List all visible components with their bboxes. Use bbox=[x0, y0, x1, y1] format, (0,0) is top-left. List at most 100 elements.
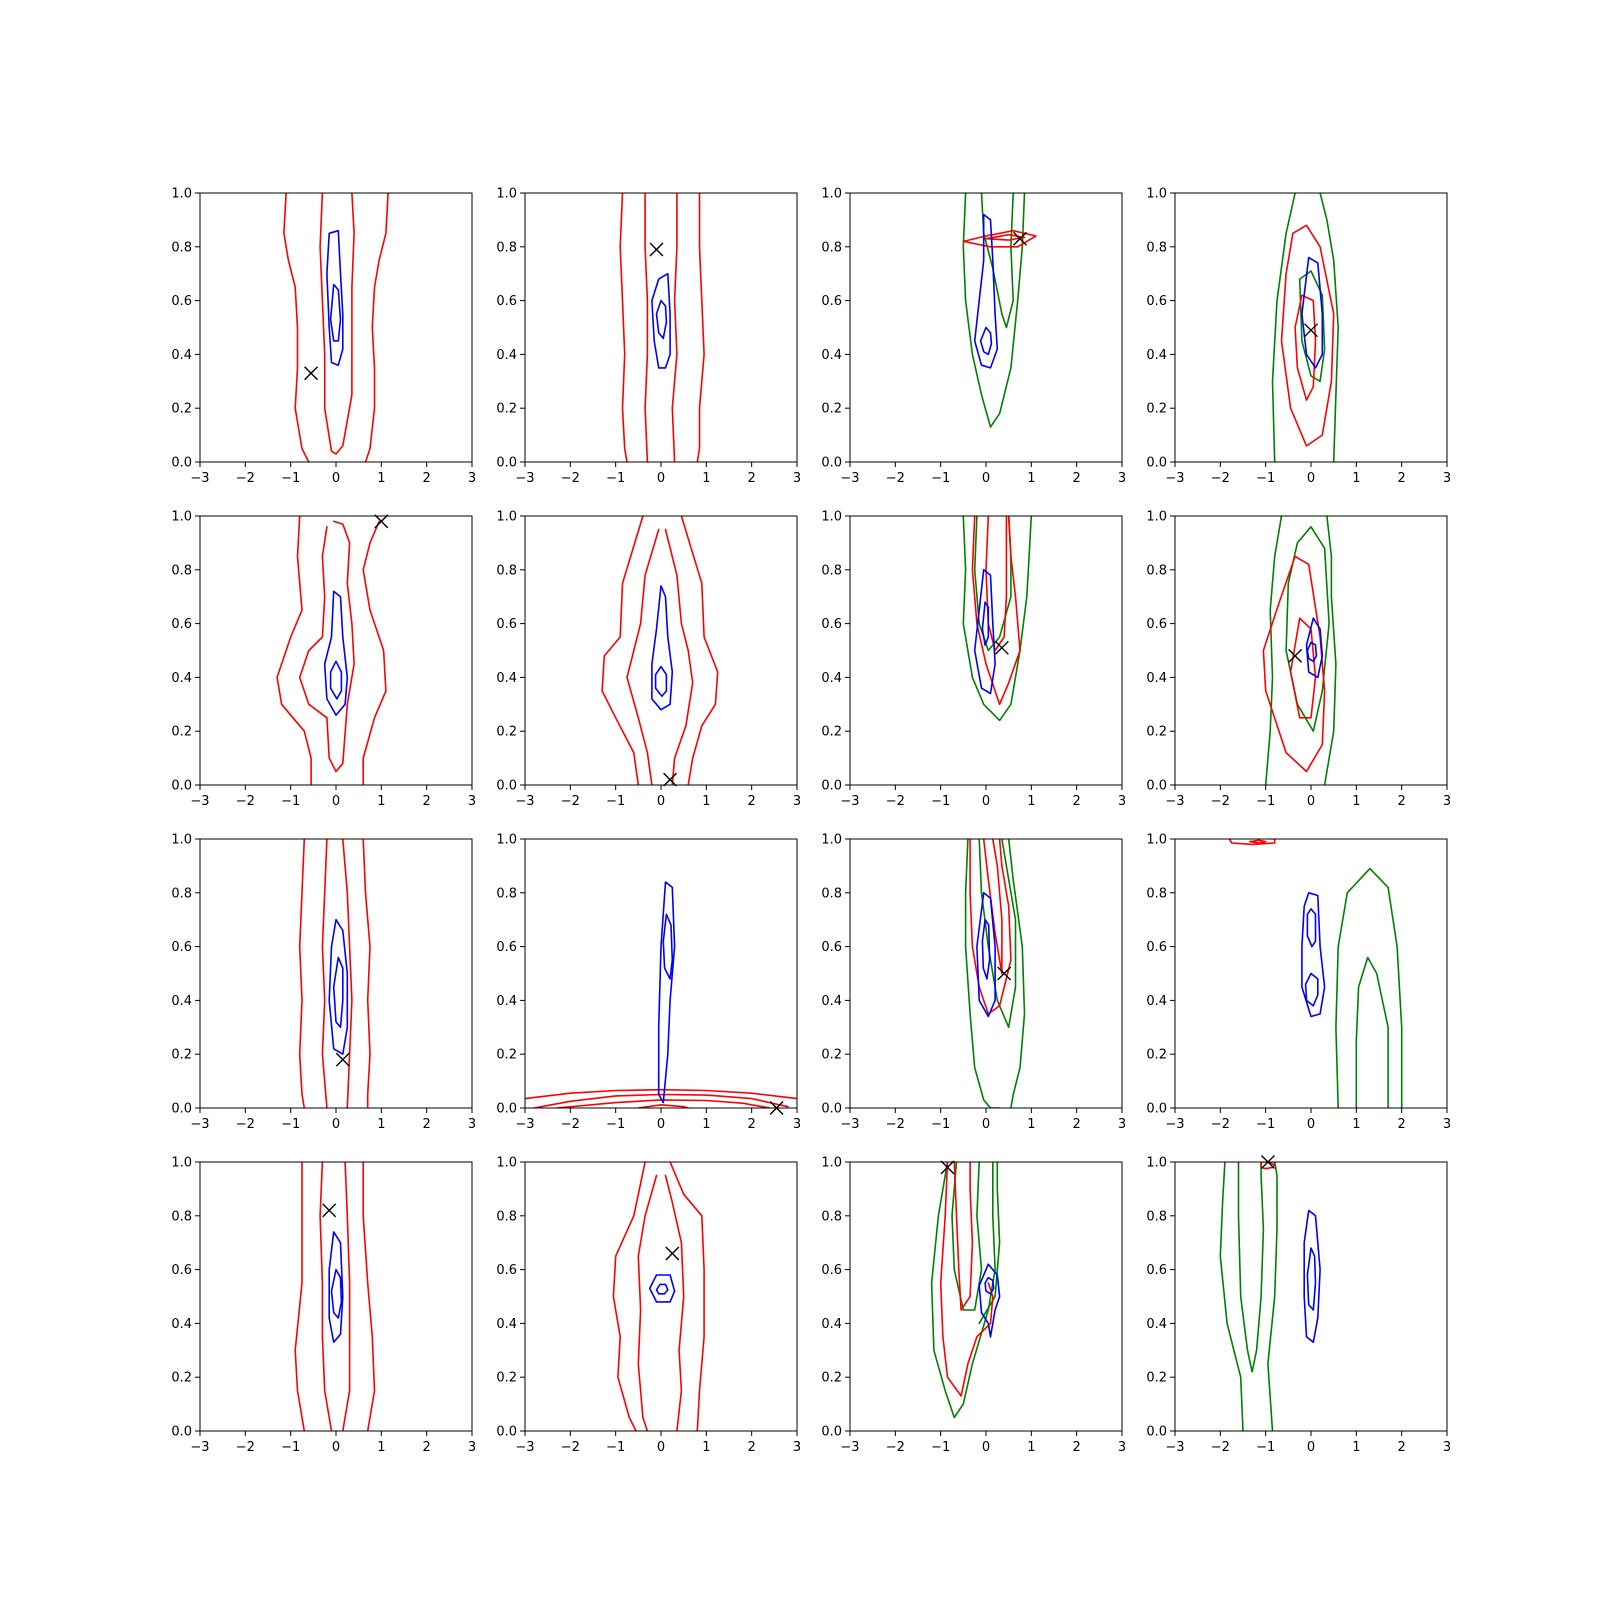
contour-line-red bbox=[664, 1174, 685, 1431]
x-tick-label: 3 bbox=[468, 471, 476, 486]
contour-group bbox=[612, 1162, 705, 1431]
x-tick-label: −2 bbox=[886, 1440, 905, 1455]
x-tick-label: −2 bbox=[561, 1440, 580, 1455]
y-tick-label: 0.0 bbox=[496, 1102, 517, 1117]
x-tick-label: 2 bbox=[748, 1440, 756, 1455]
x-tick-label: −2 bbox=[561, 471, 580, 486]
y-tick-label: 0.0 bbox=[171, 779, 192, 794]
contour-line-blue bbox=[662, 913, 674, 980]
contour-line-red bbox=[680, 516, 719, 785]
y-tick-label: 0.0 bbox=[496, 1425, 517, 1440]
y-tick-label: 0.0 bbox=[171, 1425, 192, 1440]
x-tick-label: −3 bbox=[190, 471, 209, 486]
contour-line-blue bbox=[1306, 641, 1318, 663]
x-tick-label: 0 bbox=[657, 794, 665, 809]
y-tick-label: 0.8 bbox=[821, 240, 842, 255]
contour-line-red bbox=[601, 516, 644, 785]
y-tick-label: 0.0 bbox=[821, 456, 842, 471]
contour-line-red bbox=[298, 520, 355, 773]
y-tick-label: 0.4 bbox=[821, 994, 842, 1009]
x-tick-label: 1 bbox=[377, 1440, 385, 1455]
y-tick-label: 1.0 bbox=[1146, 833, 1167, 848]
contour-line-blue bbox=[654, 665, 668, 697]
y-tick-label: 0.4 bbox=[1146, 1317, 1167, 1332]
x-tick-label: −3 bbox=[1165, 1117, 1184, 1132]
x-tick-label: 2 bbox=[748, 794, 756, 809]
y-tick-label: 0.2 bbox=[821, 1048, 842, 1063]
x-tick-label: 3 bbox=[1443, 794, 1451, 809]
x-marker bbox=[304, 366, 319, 381]
y-tick-label: 0.6 bbox=[821, 1263, 842, 1278]
y-tick-label: 0.6 bbox=[496, 940, 517, 955]
y-tick-label: 0.0 bbox=[496, 456, 517, 471]
x-tick-label: 0 bbox=[332, 471, 340, 486]
contour-line-red bbox=[644, 193, 649, 462]
subplot-r4c4: −3 −2 −1 0 1 2 3 0.0 0.2 0.4 0.6 0.8 1.0 bbox=[1146, 1155, 1451, 1455]
subplot-r4c1: −3 −2 −1 0 1 2 3 0.0 0.2 0.4 0.6 0.8 1.0 bbox=[171, 1156, 476, 1456]
contour-line-blue bbox=[330, 1268, 343, 1319]
y-tick-label: 0.6 bbox=[496, 294, 517, 309]
contour-line-red bbox=[362, 520, 387, 785]
contour-line-red bbox=[1262, 555, 1326, 773]
x-marker bbox=[997, 966, 1012, 981]
x-tick-label: 1 bbox=[1027, 1117, 1035, 1132]
contour-line-green bbox=[962, 516, 1033, 722]
contour-group bbox=[962, 516, 1033, 722]
contour-line-green bbox=[1267, 1162, 1278, 1431]
x-tick-label: −1 bbox=[281, 1117, 300, 1132]
contour-group bbox=[930, 1162, 1001, 1419]
contour-group bbox=[1228, 839, 1403, 1108]
y-tick-label: 1.0 bbox=[1146, 187, 1167, 202]
y-tick-label: 0.2 bbox=[1146, 725, 1167, 740]
y-tick-label: 1.0 bbox=[171, 187, 192, 202]
contour-group bbox=[1262, 516, 1337, 785]
y-tick-label: 0.8 bbox=[496, 240, 517, 255]
contour-line-green bbox=[1285, 526, 1330, 732]
contour-line-blue bbox=[651, 585, 674, 711]
x-tick-label: 1 bbox=[1352, 1117, 1360, 1132]
y-tick-label: 0.4 bbox=[496, 994, 517, 1009]
x-tick-label: −1 bbox=[931, 794, 950, 809]
contour-line-green bbox=[1335, 867, 1403, 1108]
contour-line-blue bbox=[651, 272, 671, 369]
y-tick-label: 0.0 bbox=[1146, 1102, 1167, 1117]
contour-line-red bbox=[362, 1162, 376, 1431]
y-tick-label: 0.4 bbox=[1146, 671, 1167, 686]
contour-line-red bbox=[626, 528, 660, 785]
x-tick-label: 3 bbox=[1443, 1117, 1451, 1132]
x-tick-label: 3 bbox=[1443, 471, 1451, 486]
x-tick-label: −2 bbox=[236, 1440, 255, 1455]
y-tick-label: 0.6 bbox=[496, 617, 517, 632]
x-tick-label: 0 bbox=[657, 471, 665, 486]
y-tick-label: 0.6 bbox=[821, 294, 842, 309]
x-tick-label: 1 bbox=[1027, 794, 1035, 809]
contour-line-blue bbox=[973, 213, 999, 369]
y-tick-label: 0.8 bbox=[821, 886, 842, 901]
x-tick-label: −3 bbox=[515, 1440, 534, 1455]
contour-line-red bbox=[953, 1162, 974, 1311]
x-tick-label: 2 bbox=[1073, 471, 1081, 486]
contour-line-green bbox=[1264, 516, 1283, 785]
contour-line-red bbox=[342, 839, 353, 1108]
contour-line-red bbox=[321, 839, 328, 1108]
contour-line-blue bbox=[655, 1283, 669, 1295]
subplot-r1c3: −3 −2 −1 0 1 2 3 0.0 0.2 0.4 0.6 0.8 1.0 bbox=[821, 187, 1126, 487]
y-tick-label: 0.2 bbox=[1146, 1048, 1167, 1063]
contour-line-blue bbox=[328, 918, 349, 1055]
contour-line-red bbox=[525, 1088, 797, 1100]
y-tick-label: 0.6 bbox=[1146, 1263, 1167, 1278]
contour-line-blue bbox=[329, 660, 343, 700]
x-tick-label: 3 bbox=[468, 1440, 476, 1455]
y-tick-label: 0.6 bbox=[1146, 294, 1167, 309]
y-tick-label: 1.0 bbox=[496, 1156, 517, 1171]
x-tick-label: 0 bbox=[982, 1117, 990, 1132]
contour-line-green bbox=[1007, 839, 1026, 1108]
y-tick-label: 0.2 bbox=[821, 402, 842, 417]
y-tick-label: 0.8 bbox=[1146, 563, 1167, 578]
contour-line-red bbox=[319, 1162, 333, 1431]
contour-line-red bbox=[1280, 224, 1335, 447]
y-tick-label: 0.8 bbox=[171, 563, 192, 578]
contour-group bbox=[283, 193, 389, 462]
x-tick-label: 0 bbox=[332, 1440, 340, 1455]
